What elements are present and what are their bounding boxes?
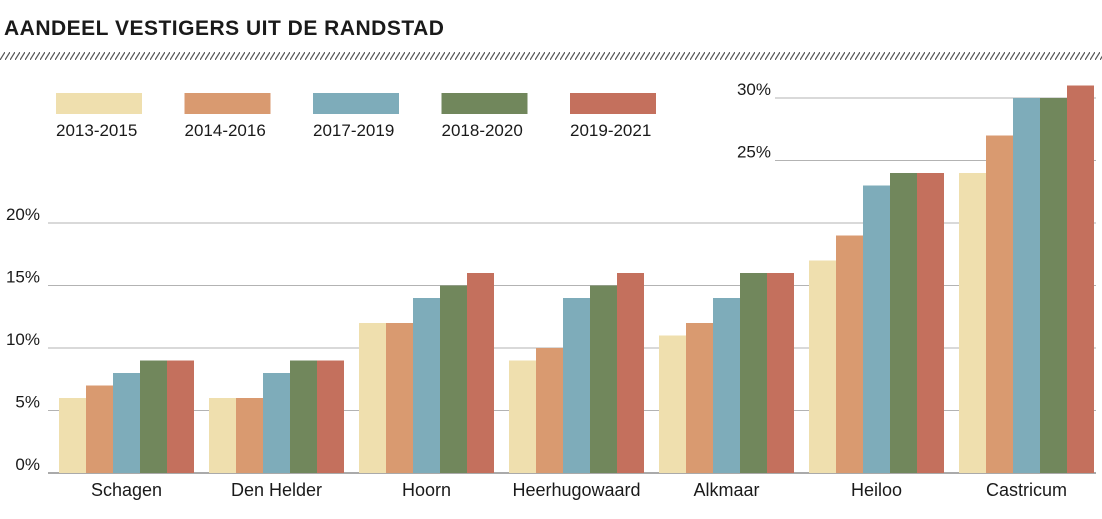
bar-castricum-2018-2020 (1040, 98, 1067, 473)
bar-schagen-2018-2020 (140, 360, 167, 473)
legend-label: 2019-2021 (570, 121, 651, 140)
bar-den-helder-2013-2015 (209, 398, 236, 473)
bar-heerhugowaard-2019-2021 (617, 273, 644, 473)
legend-swatch (184, 93, 271, 114)
bar-castricum-2013-2015 (959, 173, 986, 473)
y-tick-label: 30% (737, 80, 771, 99)
bar-castricum-2017-2019 (1013, 98, 1040, 473)
bar-hoorn-2018-2020 (440, 285, 467, 473)
bar-den-helder-2014-2016 (236, 398, 263, 473)
legend-swatch (570, 93, 656, 114)
bar-alkmaar-2018-2020 (740, 273, 767, 473)
y-tick-label: 25% (737, 143, 771, 162)
legend-label: 2017-2019 (313, 121, 394, 140)
x-category-label: Alkmaar (693, 480, 759, 500)
bar-heerhugowaard-2013-2015 (509, 360, 536, 473)
bar-castricum-2014-2016 (986, 135, 1013, 473)
bar-hoorn-2017-2019 (413, 298, 440, 473)
bar-alkmaar-2014-2016 (686, 323, 713, 473)
y-axis-ticks: 0% 5% 10% 15% 20% 25% 30% (6, 80, 771, 474)
y-tick-label: 5% (15, 393, 40, 412)
legend-swatch (441, 93, 528, 114)
legend: 2013-2015 2014-2016 2017-2019 2018-2020 2019… (56, 93, 656, 140)
x-category-label: Heiloo (851, 480, 902, 500)
legend-label: 2014-2016 (185, 121, 266, 140)
x-category-label: Heerhugowaard (512, 480, 640, 500)
bars (59, 85, 1094, 473)
bar-alkmaar-2017-2019 (713, 298, 740, 473)
bar-alkmaar-2013-2015 (659, 335, 686, 473)
y-tick-label: 0% (15, 455, 40, 474)
y-tick-label: 15% (6, 268, 40, 287)
legend-label: 2013-2015 (56, 121, 137, 140)
title-underline-pattern (0, 52, 1102, 60)
bar-den-helder-2017-2019 (263, 373, 290, 473)
legend-swatch (313, 93, 399, 114)
bar-heiloo-2019-2021 (917, 173, 944, 473)
chart-title: AANDEEL VESTIGERS UIT DE RANDSTAD (4, 17, 445, 40)
bar-hoorn-2014-2016 (386, 323, 413, 473)
bar-schagen-2014-2016 (86, 385, 113, 473)
x-category-label: Castricum (986, 480, 1067, 500)
bar-den-helder-2018-2020 (290, 360, 317, 473)
x-axis-categories: Schagen Den Helder Hoorn Heerhugowaard Alkma… (91, 480, 1067, 500)
bar-heerhugowaard-2018-2020 (590, 285, 617, 473)
y-tick-label: 10% (6, 330, 40, 349)
y-tick-label: 20% (6, 205, 40, 224)
legend-swatch (56, 93, 142, 114)
bar-hoorn-2013-2015 (359, 323, 386, 473)
bar-heiloo-2014-2016 (836, 235, 863, 473)
bar-schagen-2017-2019 (113, 373, 140, 473)
x-category-label: Den Helder (231, 480, 322, 500)
bar-heerhugowaard-2014-2016 (536, 348, 563, 473)
bar-den-helder-2019-2021 (317, 360, 344, 473)
bar-hoorn-2019-2021 (467, 273, 494, 473)
x-category-label: Hoorn (402, 480, 451, 500)
bar-schagen-2013-2015 (59, 398, 86, 473)
bar-heiloo-2013-2015 (809, 260, 836, 473)
legend-label: 2018-2020 (442, 121, 523, 140)
bar-heiloo-2018-2020 (890, 173, 917, 473)
bar-castricum-2019-2021 (1067, 85, 1094, 473)
bar-heerhugowaard-2017-2019 (563, 298, 590, 473)
bar-heiloo-2017-2019 (863, 185, 890, 473)
bar-alkmaar-2019-2021 (767, 273, 794, 473)
bar-schagen-2019-2021 (167, 360, 194, 473)
x-category-label: Schagen (91, 480, 162, 500)
